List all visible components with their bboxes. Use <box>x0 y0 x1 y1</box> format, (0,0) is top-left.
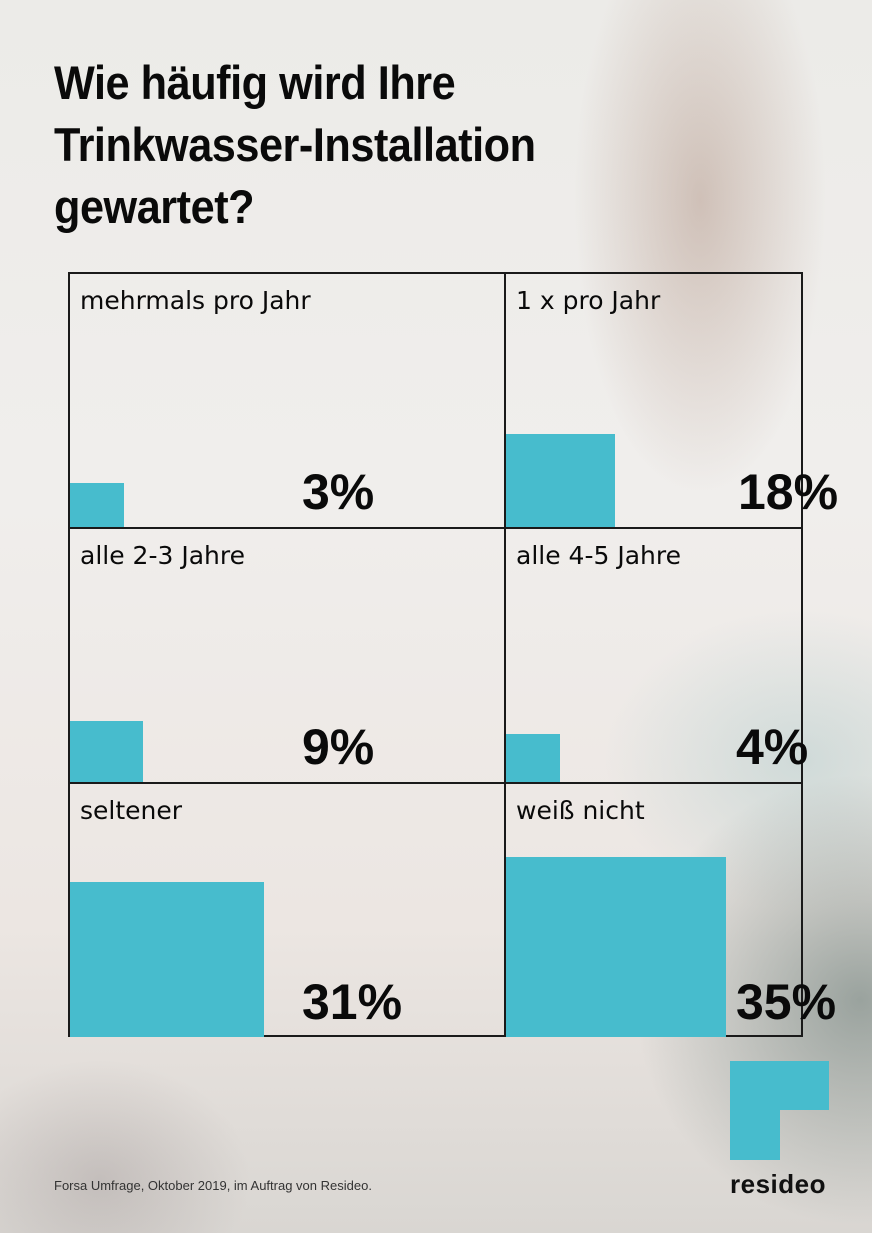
cell-alle-4-5-jahre: alle 4-5 Jahre 4% <box>506 529 808 782</box>
value-label: 18% <box>738 464 839 520</box>
title-line-2: Trinkwasser-Installation <box>54 118 536 171</box>
value-label: 9% <box>302 719 375 775</box>
logo-mark-icon <box>730 1061 829 1110</box>
cell-weiss-nicht: weiß nicht 35% <box>506 784 836 1037</box>
bar-35-percent <box>506 857 726 1037</box>
grid-divider-row-1 <box>70 527 801 529</box>
bar-3-percent <box>70 483 124 527</box>
grid-divider-row-2 <box>70 782 801 784</box>
cell-label: 1 x pro Jahr <box>516 286 661 315</box>
cell-mehrmals-pro-jahr: mehrmals pro Jahr 3% <box>70 274 504 527</box>
cell-label: alle 2-3 Jahre <box>80 541 245 570</box>
chart-grid: mehrmals pro Jahr 3% 1 x pro Jahr 18% al… <box>68 272 838 1037</box>
logo-mark-stem-icon <box>730 1110 780 1160</box>
cell-label: alle 4-5 Jahre <box>516 541 681 570</box>
title-line-3: gewartet? <box>54 180 255 233</box>
cell-seltener: seltener 31% <box>70 784 504 1037</box>
logo-wordmark: resideo <box>730 1169 826 1199</box>
value-label: 31% <box>302 974 403 1030</box>
cell-1x-pro-jahr: 1 x pro Jahr 18% <box>506 274 838 527</box>
cell-label: mehrmals pro Jahr <box>80 286 311 315</box>
value-label: 4% <box>736 719 809 775</box>
bar-31-percent <box>70 882 264 1037</box>
cell-label: weiß nicht <box>516 796 645 825</box>
page-title: Wie häufig wird Ihre Trinkwasser-Install… <box>54 52 753 238</box>
cell-label: seltener <box>80 796 183 825</box>
grid-divider-vertical <box>504 274 506 1035</box>
bar-18-percent <box>506 434 615 527</box>
value-label: 35% <box>736 974 837 1030</box>
bar-4-percent <box>506 734 560 782</box>
title-line-1: Wie häufig wird Ihre <box>54 56 456 109</box>
value-label: 3% <box>302 464 375 520</box>
resideo-logo: resideo <box>730 1061 830 1201</box>
bar-9-percent <box>70 721 143 782</box>
source-footnote: Forsa Umfrage, Oktober 2019, im Auftrag … <box>54 1178 372 1193</box>
cell-alle-2-3-jahre: alle 2-3 Jahre 9% <box>70 529 504 782</box>
